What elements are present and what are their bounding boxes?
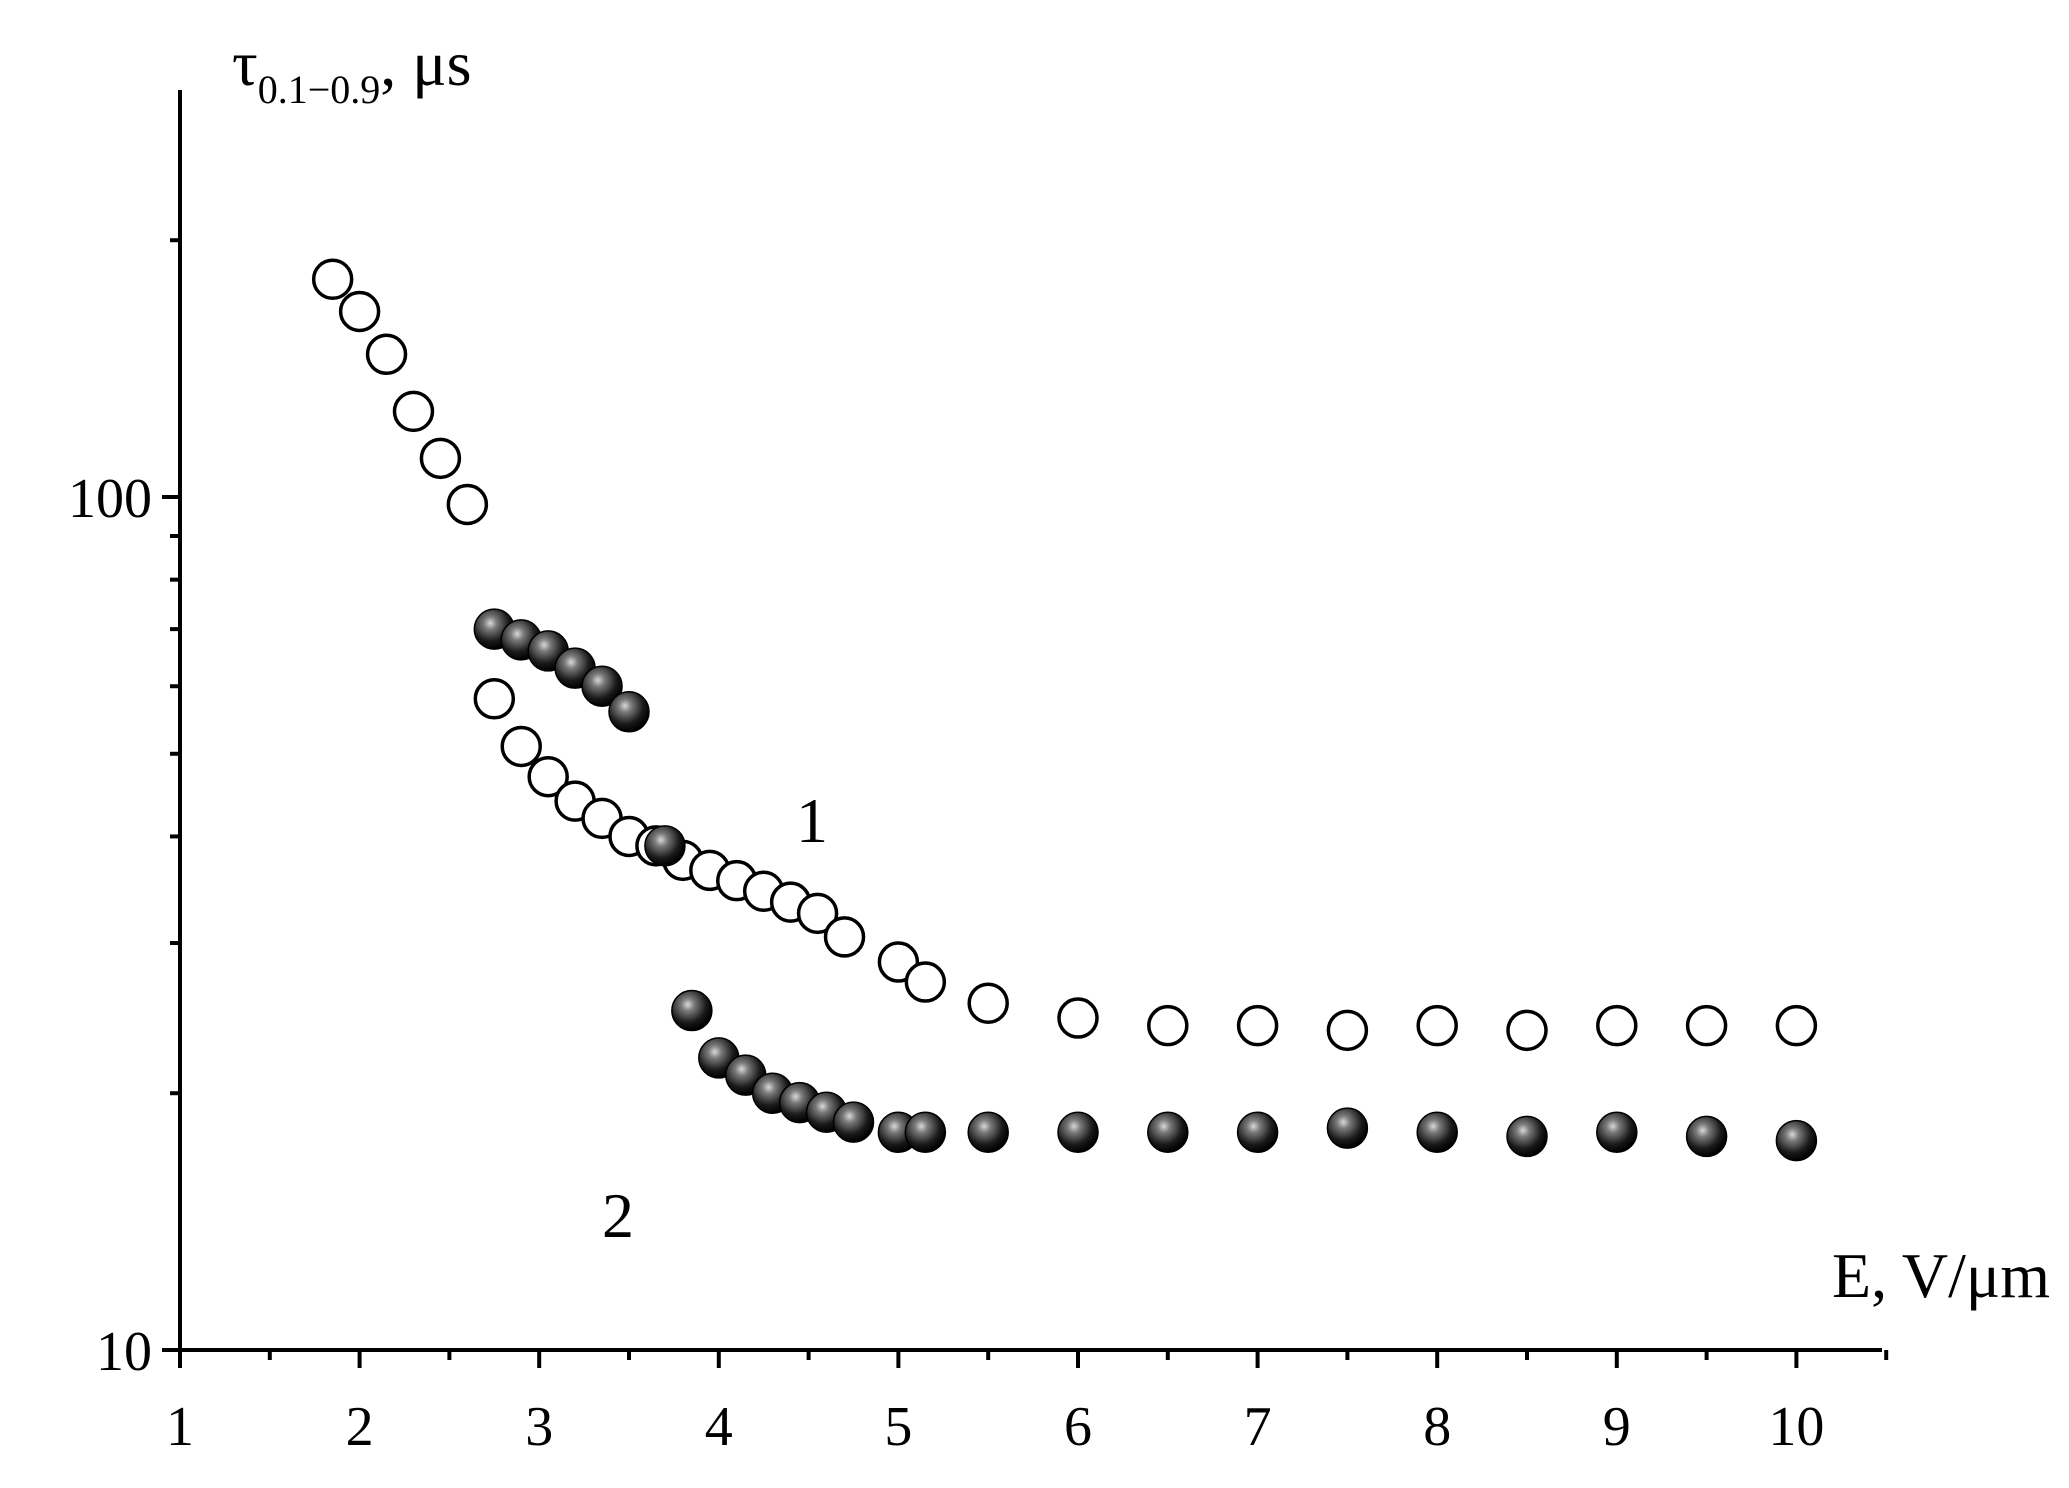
y-tick-label: 100: [68, 468, 152, 530]
series-1-point: [1506, 1009, 1548, 1052]
series-1-point: [365, 333, 408, 376]
x-tick-label: 9: [1603, 1396, 1631, 1458]
x-tick-label: 3: [525, 1396, 553, 1458]
series-1-point: [1326, 1009, 1369, 1052]
series-1-label: 1: [796, 785, 828, 856]
x-tick-label: 10: [1768, 1396, 1824, 1458]
y-axis-title: τ0.1−0.9, μs: [232, 28, 472, 112]
series-2-point: [1506, 1115, 1548, 1158]
series-2-point: [1057, 1111, 1099, 1154]
y-axis-title-main: τ: [232, 28, 258, 99]
x-tick-label: 5: [884, 1396, 912, 1458]
series-2-point: [1596, 1111, 1638, 1154]
series-2-point: [1775, 1119, 1818, 1162]
x-tick-label: 1: [166, 1396, 194, 1458]
y-tick-label: 10: [96, 1321, 152, 1383]
series-2-point: [644, 825, 686, 867]
series-1-point: [338, 290, 381, 333]
series-1-point: [1596, 1004, 1638, 1047]
series-2-point: [1236, 1111, 1279, 1154]
series-1-point: [311, 258, 354, 301]
series-1-point: [796, 892, 839, 935]
series-2-point: [1326, 1107, 1369, 1149]
x-tick-label: 4: [705, 1396, 733, 1458]
series-2-point: [967, 1111, 1009, 1154]
series-2-markers: [473, 608, 1818, 1162]
series-1-point: [823, 916, 866, 958]
series-2-point: [1147, 1111, 1189, 1154]
series-1-point: [500, 725, 542, 768]
series-2-point: [581, 665, 623, 707]
series-1-point: [473, 678, 516, 720]
series-2-point: [671, 989, 713, 1032]
y-axis-ticks: 10 100: [68, 238, 180, 1383]
series-1-point: [967, 982, 1009, 1024]
series-1-point: [1147, 1004, 1189, 1047]
x-tick-label: 7: [1244, 1396, 1272, 1458]
series-1-point: [1416, 1004, 1458, 1047]
series-2-point: [832, 1101, 875, 1143]
x-tick-label: 6: [1064, 1396, 1092, 1458]
series-2-label: 2: [602, 1180, 634, 1251]
x-tick-label: 2: [346, 1396, 374, 1458]
series-1-point: [1685, 1004, 1728, 1047]
x-tick-label: 8: [1423, 1396, 1451, 1458]
series-2-point: [608, 691, 650, 733]
series-2-point: [1416, 1111, 1458, 1154]
series-1-point: [1057, 997, 1099, 1039]
series-2-point: [904, 1111, 947, 1154]
series-1-point: [392, 390, 435, 433]
series-1-point: [446, 483, 489, 526]
series-1-point: [1775, 1004, 1818, 1047]
series-1-point: [904, 961, 947, 1003]
y-axis-title-unit: , μs: [380, 28, 471, 99]
y-axis-title-subscript: 0.1−0.9: [258, 67, 381, 112]
series-2-point: [1685, 1115, 1728, 1158]
series-1-point: [527, 755, 569, 798]
x-axis-title: E, V/μm: [1832, 1240, 2050, 1311]
series-1-point: [1236, 1004, 1279, 1047]
x-axis-ticks: 1 2 3 4 5 6 7 8 9 10: [166, 1350, 1889, 1458]
series-1-point: [419, 437, 462, 480]
